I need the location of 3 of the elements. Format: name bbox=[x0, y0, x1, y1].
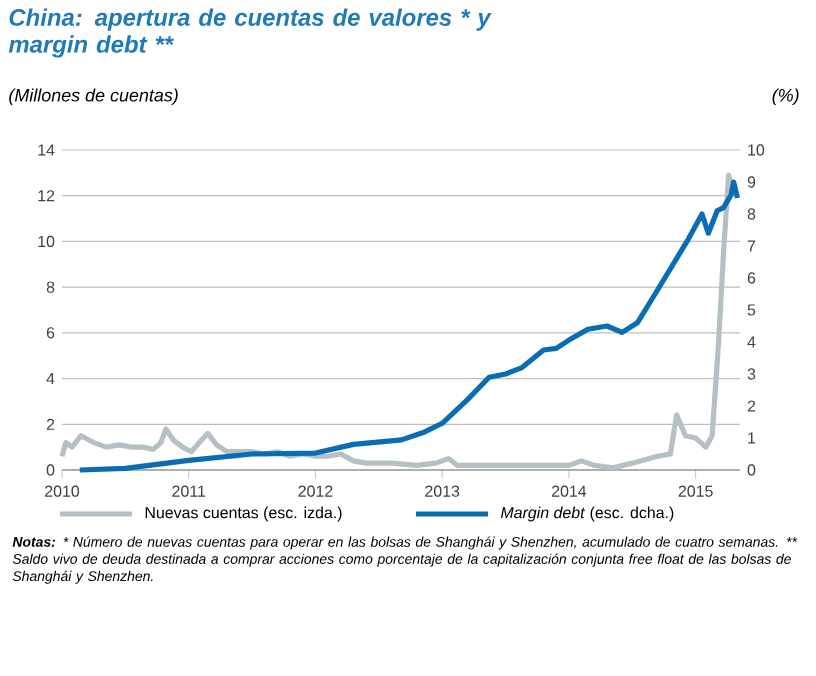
chart-title: China: apertura de cuentas de valores * y margin debt ** bbox=[8, 8, 492, 58]
y-axis-title: (Millones de cuentas) bbox=[9, 88, 178, 106]
y2-axis-title: (%) bbox=[772, 88, 799, 106]
